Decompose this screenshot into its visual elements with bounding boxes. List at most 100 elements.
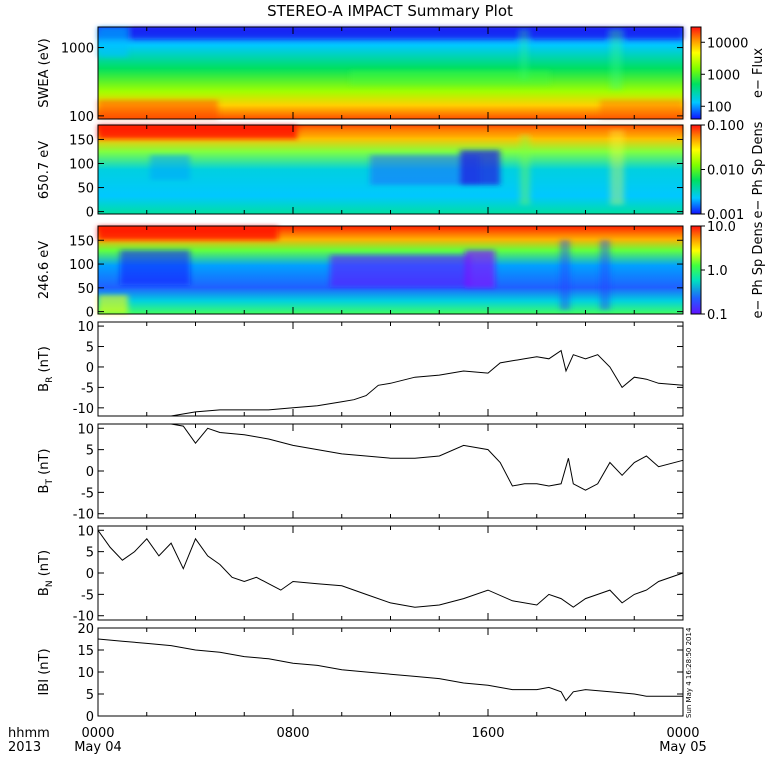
swea-cb-tick-label-1: 1000	[707, 68, 740, 83]
bn-ylabel-main: B	[37, 587, 52, 596]
x-tick-label-3: 0000	[666, 726, 699, 741]
swea-ylabel: SWEA (eV)	[37, 38, 52, 107]
pad246-cb-tick-label-0: 0.1	[707, 308, 728, 323]
bt-y-tick-label-1: -5	[81, 486, 94, 501]
swea-y-ticks: 100 1000	[61, 27, 684, 125]
bn-y-tick-label-2: 0	[86, 567, 94, 582]
br-y-tick-label-0: -10	[73, 402, 94, 417]
bn-y-tick-label-3: 5	[86, 546, 94, 561]
pad246-colorbar	[690, 225, 702, 315]
bmag-ylabel-unit: (nT)	[37, 648, 52, 678]
panel-pad-246: 0 50 100 150 246.6 eV 0.1 1.0 10.0 e− Ph Sp D…	[37, 220, 766, 323]
bmag-ylabel-main: IBI	[37, 679, 52, 696]
plot-title: STEREO-A IMPACT Summary Plot	[267, 2, 513, 20]
swea-y-tick-label-1: 1000	[61, 42, 94, 57]
bt-ylabel: BT (nT)	[37, 449, 55, 494]
swea-cb-tick-label-0: 100	[707, 100, 732, 115]
pad650-colorbar	[690, 124, 702, 215]
plot-timestamp: Sun May 4 16:28:50 2014	[685, 627, 693, 718]
bt-y-tick-label-0: -10	[73, 508, 94, 523]
swea-colorbar-label: e− Flux	[751, 48, 766, 98]
br-y-tick-label-1: -5	[81, 381, 94, 396]
bn-y-tick-label-1: -5	[81, 588, 94, 603]
pad246-y-tick-label-2: 100	[69, 258, 94, 273]
br-ylabel-main: B	[37, 383, 52, 392]
bt-y-tick-label-2: 0	[86, 465, 94, 480]
pad246-texture	[98, 226, 610, 314]
pad650-cb-tick-label-2: 0.100	[707, 119, 744, 134]
x-tick-label-2: 1600	[471, 726, 504, 741]
bmag-y-tick-label-3: 15	[77, 644, 94, 659]
bn-ylabel-sub: N	[45, 580, 55, 587]
pad246-cb-tick-label-1: 1.0	[707, 264, 728, 279]
br-ylabel-sub: R	[45, 377, 55, 383]
pad246-colorbar-ticks: 0.1 1.0 10.0	[701, 220, 736, 323]
panel-swea: 100 1000 SWEA (eV) 100 1000 10000 e− Flux	[37, 26, 766, 125]
bmag-frame	[97, 627, 684, 717]
pad650-colorbar-ticks: 0.001 0.010 0.100	[701, 119, 744, 223]
pad246-y-tick-label-3: 150	[69, 234, 94, 249]
swea-cb-tick-label-2: 10000	[707, 36, 748, 51]
br-y-tick-label-3: 5	[86, 341, 94, 356]
bt-ylabel-unit: (nT)	[37, 449, 52, 479]
bt-y-tick-label-3: 5	[86, 444, 94, 459]
panel-bn: -10 -5 0 5 10 BN (nT)	[37, 524, 684, 625]
pad246-spectrogram	[98, 226, 683, 314]
pad650-cb-tick-label-1: 0.010	[707, 164, 744, 179]
bmag-series-line	[97, 638, 683, 702]
bt-y-tick-label-4: 10	[77, 422, 94, 437]
bn-y-ticks: -10 -5 0 5 10	[73, 524, 684, 625]
br-y-ticks: -10 -5 0 5 10	[73, 320, 684, 417]
bn-y-tick-label-4: 10	[77, 524, 94, 539]
br-ylabel: BR (nT)	[37, 346, 55, 392]
pad246-y-ticks: 0 50 100 150	[69, 226, 684, 321]
x-tick-label-1: 0800	[276, 726, 309, 741]
bn-ylabel: BN (nT)	[37, 550, 55, 596]
bt-ylabel-sub: T	[45, 479, 55, 486]
bn-series-line	[97, 530, 684, 608]
panel-bmag: 0 5 10 15 20 IBI (nT)	[37, 622, 684, 725]
pad246-colorbar-label: e− Ph Sp Dens	[751, 221, 766, 318]
pad246-cb-tick-label-2: 10.0	[707, 220, 736, 235]
panel-bt: -10 -5 0 5 10 BT (nT)	[37, 422, 684, 523]
pad650-cb-tick-label-0: 0.001	[707, 208, 744, 223]
br-series-line	[98, 349, 684, 417]
bmag-y-tick-label-4: 20	[77, 622, 94, 637]
bmag-ylabel: IBI (nT)	[37, 648, 52, 695]
footer-year: 2013	[8, 740, 41, 755]
pad650-spectrogram	[98, 125, 683, 214]
pad650-y-tick-label-2: 100	[69, 157, 94, 172]
bt-frame	[97, 423, 684, 519]
swea-y-tick-label-0: 100	[69, 110, 94, 125]
pad650-ylabel: 650.7 eV	[37, 141, 52, 199]
pad650-y-tick-label-1: 50	[77, 182, 94, 197]
swea-texture	[98, 27, 683, 119]
bmag-y-tick-label-2: 10	[77, 666, 94, 681]
bn-y-tick-label-0: -10	[73, 610, 94, 625]
bmag-y-tick-label-1: 5	[86, 688, 94, 703]
bt-series-line	[98, 423, 684, 491]
bn-frame	[97, 525, 684, 621]
swea-spectrogram	[98, 27, 683, 119]
pad650-texture	[98, 125, 683, 205]
br-ylabel-unit: (nT)	[37, 346, 52, 376]
pad650-colorbar-label: e− Ph Sp Dens	[751, 121, 766, 218]
bmag-y-tick-label-0: 0	[86, 710, 94, 725]
swea-colorbar-ticks: 100 1000 10000	[701, 36, 748, 115]
panel-br: -10 -5 0 5 10 BR (nT)	[37, 320, 684, 417]
pad246-y-tick-label-1: 50	[77, 282, 94, 297]
x-tick-label-0: 0000	[81, 726, 114, 741]
x-tick-date-3: May 05	[659, 740, 707, 755]
pad246-y-tick-label-0: 0	[86, 306, 94, 321]
br-frame	[97, 321, 684, 417]
pad650-y-tick-label-0: 0	[86, 206, 94, 221]
bt-ylabel-main: B	[37, 485, 52, 494]
bn-ylabel-unit: (nT)	[37, 550, 52, 580]
swea-colorbar	[690, 26, 702, 120]
bt-y-ticks: -10 -5 0 5 10	[73, 422, 684, 523]
pad246-ylabel: 246.6 eV	[37, 241, 52, 299]
pad650-y-ticks: 0 50 100 150	[69, 125, 684, 221]
pad650-y-tick-label-3: 150	[69, 133, 94, 148]
